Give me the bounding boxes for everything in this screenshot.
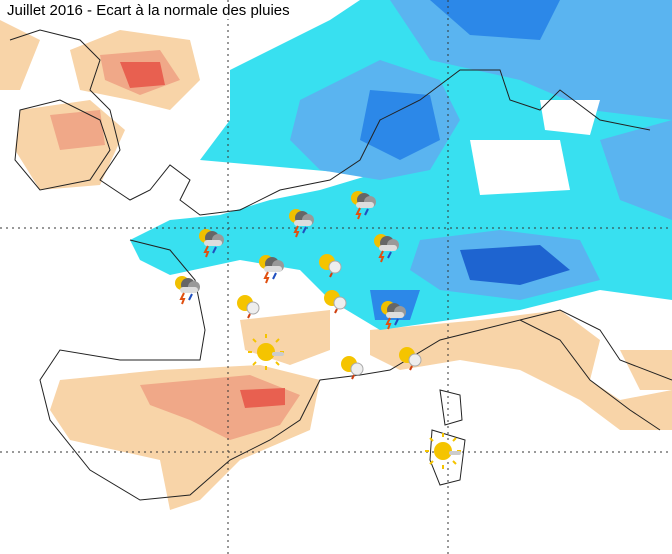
anomaly-dry — [0, 20, 672, 510]
map-title: Juillet 2016 - Ecart à la normale des pl… — [4, 2, 293, 19]
anomaly-wet — [130, 0, 672, 330]
coastlines — [9, 29, 672, 501]
